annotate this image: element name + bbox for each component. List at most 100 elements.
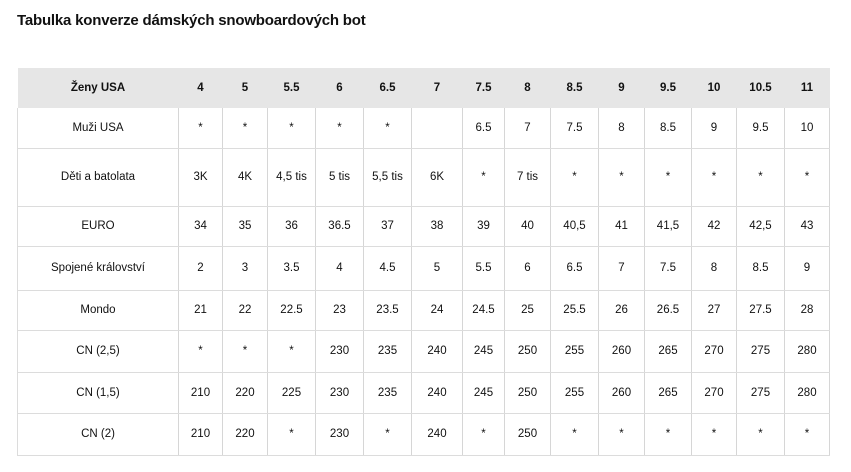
table-cell: 35 bbox=[222, 206, 268, 247]
table-cell: 26 bbox=[598, 290, 645, 331]
header-cell: 6 bbox=[336, 82, 343, 94]
row-label: CN (1,5) bbox=[17, 372, 179, 414]
table-cell: 210 bbox=[178, 372, 223, 414]
table-cell: 9 bbox=[691, 108, 737, 149]
row-label: CN (2,5) bbox=[17, 330, 179, 373]
header-cell: 5.5 bbox=[283, 82, 300, 94]
table-cell: * bbox=[462, 148, 505, 207]
table-row: CN (1,5) 210 220 225 230 235 240 245 250 255 260 26… bbox=[17, 372, 830, 414]
row-label: Muži USA bbox=[17, 108, 179, 149]
row-label: CN (2) bbox=[17, 413, 179, 456]
table-cell: * bbox=[222, 108, 268, 149]
table-cell: 8 bbox=[691, 246, 737, 291]
table-cell: 43 bbox=[784, 206, 830, 247]
table-cell: 6.5 bbox=[550, 246, 599, 291]
table-cell: 250 bbox=[504, 413, 551, 456]
table-cell: 7.5 bbox=[644, 246, 692, 291]
table-cell: 275 bbox=[736, 372, 785, 414]
size-conversion-table: Ženy USA 4 5 5.5 6 6.5 7 7.5 8 8.5 9 9.5 10 10.5 11 Mu… bbox=[17, 68, 830, 456]
table-cell: 265 bbox=[644, 372, 692, 414]
row-label: Děti a batolata bbox=[17, 148, 179, 207]
table-cell: 42 bbox=[691, 206, 737, 247]
table-cell: 40,5 bbox=[550, 206, 599, 247]
table-cell: 250 bbox=[504, 372, 551, 414]
table-cell: * bbox=[363, 413, 412, 456]
table-cell: 6K bbox=[411, 148, 463, 207]
table-cell: * bbox=[784, 148, 830, 207]
table-cell: 24 bbox=[411, 290, 463, 331]
table-cell: * bbox=[691, 148, 737, 207]
table-cell: 22.5 bbox=[267, 290, 316, 331]
table-cell: 22 bbox=[222, 290, 268, 331]
table-cell: 23 bbox=[315, 290, 364, 331]
table-cell: * bbox=[736, 413, 785, 456]
table-row: Děti a batolata 3K 4K 4,5 tis 5 tis 5,5 tis 6K… bbox=[17, 148, 830, 207]
table-cell: 38 bbox=[411, 206, 463, 247]
table-cell: 230 bbox=[315, 372, 364, 414]
table-cell: * bbox=[550, 148, 599, 207]
table-cell: 2 bbox=[178, 246, 223, 291]
table-cell: 36 bbox=[267, 206, 316, 247]
table-cell: 220 bbox=[222, 372, 268, 414]
table-row: CN (2) 210 220 * 230 * 240 * 250 * * * * * * bbox=[17, 413, 830, 456]
table-cell: 260 bbox=[598, 372, 645, 414]
table-cell: * bbox=[267, 413, 316, 456]
table-cell: 25.5 bbox=[550, 290, 599, 331]
table-cell: 220 bbox=[222, 413, 268, 456]
table-cell: 4K bbox=[222, 148, 268, 207]
table-cell: 5 bbox=[411, 246, 463, 291]
table-cell: 28 bbox=[784, 290, 830, 331]
table-row: CN (2,5) * * * 230 235 240 245 250 255 260 265 270 27… bbox=[17, 330, 830, 373]
header-cell: 7 bbox=[433, 82, 441, 94]
table-cell: 245 bbox=[462, 372, 505, 414]
table-cell: 3.5 bbox=[267, 246, 316, 291]
table-cell: 4,5 tis bbox=[267, 148, 316, 207]
table-cell: 6 bbox=[504, 246, 551, 291]
header-cell: 11 bbox=[800, 82, 814, 94]
header-cell: 7.5 bbox=[475, 82, 492, 94]
page-title: Tabulka konverze dámských snowboardových… bbox=[17, 12, 366, 29]
table-cell: 255 bbox=[550, 330, 599, 373]
table-cell: 275 bbox=[736, 330, 785, 373]
table-cell: * bbox=[691, 413, 737, 456]
table-cell: 9 bbox=[784, 246, 830, 291]
header-label: Ženy USA bbox=[70, 82, 126, 94]
table-cell: 25 bbox=[504, 290, 551, 331]
table-cell: 3K bbox=[178, 148, 223, 207]
table-row: Mondo 21 22 22.5 23 23.5 24 24.5 25 25.5 26 26.5 27 2… bbox=[17, 290, 830, 331]
table-cell: 240 bbox=[411, 330, 463, 373]
table-cell: 24.5 bbox=[462, 290, 505, 331]
table-cell: 23.5 bbox=[363, 290, 412, 331]
table-cell: 26.5 bbox=[644, 290, 692, 331]
table-cell: 36.5 bbox=[315, 206, 364, 247]
table-cell: 280 bbox=[784, 330, 830, 373]
table-cell: * bbox=[736, 148, 785, 207]
header-cell: 6.5 bbox=[379, 82, 396, 94]
table-cell: 245 bbox=[462, 330, 505, 373]
header-cell: 4 bbox=[197, 82, 204, 94]
table-cell: 255 bbox=[550, 372, 599, 414]
table-cell: 7 tis bbox=[504, 148, 551, 207]
header-cell: 9.5 bbox=[660, 82, 676, 94]
table-cell bbox=[411, 108, 463, 149]
header-cell: 10.5 bbox=[749, 82, 772, 94]
table-cell: 6.5 bbox=[462, 108, 505, 149]
header-cell: 8 bbox=[524, 82, 531, 94]
table-cell: * bbox=[267, 108, 316, 149]
table-cell: * bbox=[644, 148, 692, 207]
table-cell: 40 bbox=[504, 206, 551, 247]
table-cell: 270 bbox=[691, 372, 737, 414]
table-cell: 5.5 bbox=[462, 246, 505, 291]
table-cell: 8.5 bbox=[736, 246, 785, 291]
table-cell: 37 bbox=[363, 206, 412, 247]
table-cell: 265 bbox=[644, 330, 692, 373]
table-cell: 3 bbox=[222, 246, 268, 291]
header-cell: 9 bbox=[618, 82, 625, 94]
header-cell: 8.5 bbox=[566, 82, 583, 94]
table-cell: 260 bbox=[598, 330, 645, 373]
table-cell: * bbox=[598, 413, 645, 456]
table-cell: 7 bbox=[598, 246, 645, 291]
table-cell: 39 bbox=[462, 206, 505, 247]
table-cell: 8 bbox=[598, 108, 645, 149]
table-cell: 7.5 bbox=[550, 108, 599, 149]
